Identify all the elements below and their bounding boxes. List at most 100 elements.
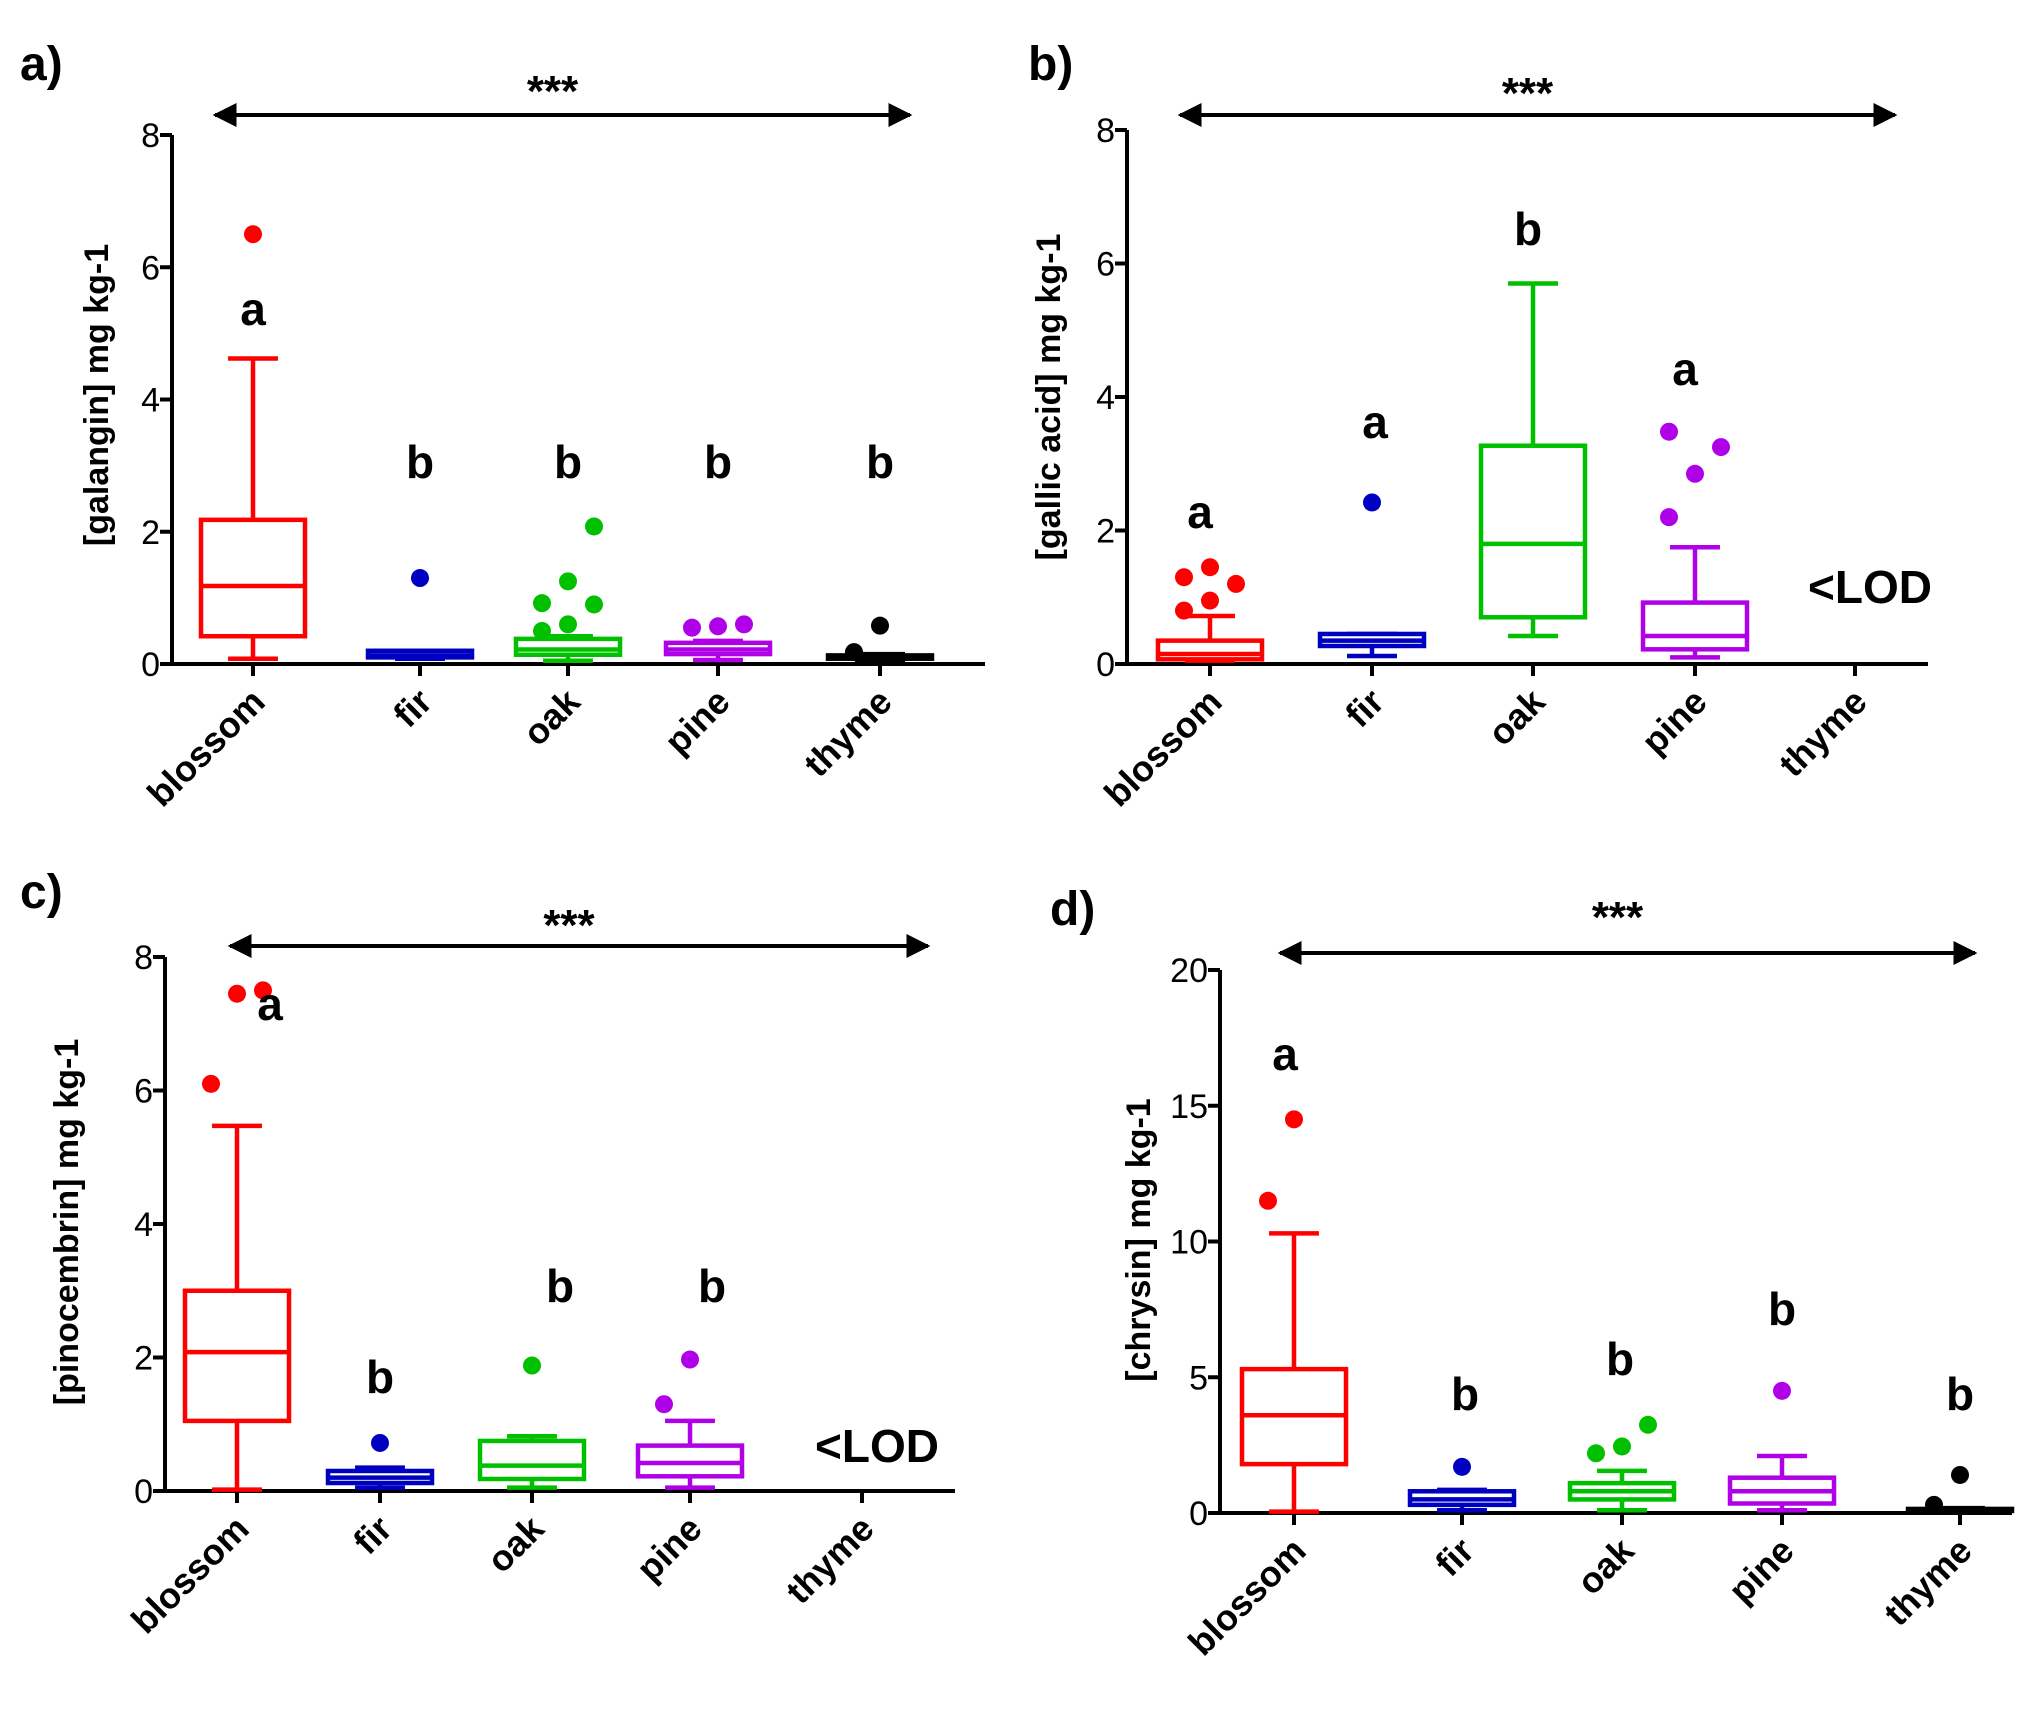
box-oak: b <box>1567 1333 1677 1513</box>
outlier-point <box>709 617 727 636</box>
outlier-point <box>1660 422 1678 441</box>
box-fir: b <box>1407 1368 1517 1513</box>
significance-stars: *** <box>1592 893 1644 942</box>
outlier-point <box>655 1395 673 1414</box>
chart-panel-b: b) 0 2 4 6 8 [gallic acid] mg kg-1 blossom fir oa… <box>1028 38 1932 814</box>
box-fir: a <box>1317 396 1427 659</box>
y-tick-label: 2 <box>141 514 160 552</box>
box-iqr <box>1155 638 1265 662</box>
group-letter: b <box>554 436 582 488</box>
outlier-point <box>411 569 429 588</box>
box-iqr <box>198 517 308 639</box>
outlier-point <box>1453 1457 1471 1476</box>
outlier-point <box>559 572 577 591</box>
group-letter: a <box>1272 1028 1298 1080</box>
significance-stars: *** <box>527 67 579 116</box>
y-tick-label: 4 <box>1096 379 1115 417</box>
y-tick-label: 0 <box>1096 646 1115 684</box>
y-tick-label: 0 <box>1189 1495 1208 1533</box>
box-blossom: a <box>198 225 308 661</box>
x-tick-label: oak <box>515 680 589 754</box>
y-tick-label: 2 <box>134 1340 153 1378</box>
y-tick-label: 8 <box>134 939 153 977</box>
outlier-point <box>533 621 551 640</box>
group-letter: a <box>240 283 266 335</box>
group-letter: a <box>1672 343 1698 395</box>
y-tick-label: 15 <box>1170 1088 1208 1126</box>
y-tick-label: 5 <box>1189 1359 1208 1397</box>
box-oak: b <box>513 436 623 663</box>
box-pine: b <box>635 1260 745 1490</box>
outlier-point <box>228 984 246 1003</box>
x-tick-label: blossom <box>139 681 273 815</box>
x-tick-label: thyme <box>1876 1530 1980 1634</box>
box-iqr <box>182 1288 292 1424</box>
x-tick-label: pine <box>1633 681 1714 762</box>
panel-label: a) <box>20 38 63 91</box>
y-axis-label: [galangin] mg kg-1 <box>78 244 116 546</box>
chart-panel-a: a) 0 2 4 6 8 [galangin] mg kg-1 blossom fir oak pi… <box>20 38 985 814</box>
group-letter: b <box>1606 1333 1634 1385</box>
x-tick-label: blossom <box>1180 1530 1314 1664</box>
x-tick-label: thyme <box>1771 681 1875 785</box>
chart-panel-c: c) 0 2 4 6 8 [pinocembrin] mg kg-1 blossom fir oa… <box>20 866 955 1641</box>
outlier-point <box>559 615 577 634</box>
panel-label: d) <box>1050 883 1095 936</box>
x-tick-label: fir <box>1337 681 1391 735</box>
y-axis-label: [gallic acid] mg kg-1 <box>1030 234 1068 561</box>
group-letter: b <box>1451 1368 1479 1420</box>
x-tick-label: thyme <box>778 1508 882 1612</box>
outlier-point <box>371 1433 389 1452</box>
box-pine: b <box>663 436 773 663</box>
y-tick-label: 8 <box>141 117 160 155</box>
x-tick-label: blossom <box>1096 681 1230 815</box>
group-letter: a <box>1187 486 1213 538</box>
outlier-point <box>1363 493 1381 512</box>
panel-label: c) <box>20 866 63 919</box>
group-letter: b <box>366 1351 394 1403</box>
y-tick-label: 0 <box>134 1473 153 1511</box>
lod-note: <LOD <box>1808 561 1932 613</box>
outlier-point <box>1201 558 1219 577</box>
group-letter: b <box>1946 1368 1974 1420</box>
outlier-point <box>1660 508 1678 527</box>
y-tick-label: 0 <box>141 646 160 684</box>
box-iqr <box>1640 600 1750 652</box>
outlier-point <box>254 981 272 1000</box>
box-fir: b <box>365 436 475 661</box>
box-blossom: a <box>182 978 292 1492</box>
x-tick-label: fir <box>385 681 439 735</box>
outlier-point <box>202 1074 220 1093</box>
outlier-point <box>523 1356 541 1375</box>
outlier-point <box>585 517 603 536</box>
outlier-point <box>1925 1495 1943 1514</box>
y-tick-label: 20 <box>1170 952 1208 990</box>
group-letter: b <box>406 436 434 488</box>
outlier-point <box>533 594 551 613</box>
x-tick-label: oak <box>479 1507 553 1581</box>
box-oak: b <box>477 1260 587 1490</box>
significance-stars: *** <box>543 901 595 950</box>
outlier-point <box>681 1350 699 1369</box>
outlier-point <box>1201 591 1219 610</box>
outlier-point <box>845 643 863 662</box>
group-letter: b <box>1514 203 1542 255</box>
x-tick-label: thyme <box>796 681 900 785</box>
x-tick-label: fir <box>345 1508 399 1562</box>
outlier-point <box>1175 568 1193 587</box>
box-thyme: b <box>1905 1368 2015 1514</box>
x-tick-label: fir <box>1427 1530 1481 1584</box>
outlier-point <box>735 615 753 634</box>
y-tick-label: 2 <box>1096 513 1115 551</box>
outlier-point <box>871 616 889 635</box>
y-tick-label: 4 <box>141 382 160 420</box>
x-tick-label: pine <box>656 681 737 762</box>
outlier-point <box>1227 574 1245 593</box>
y-axis-label: [pinocembrin] mg kg-1 <box>48 1039 86 1405</box>
box-oak: b <box>1478 203 1588 639</box>
box-fir: b <box>325 1351 435 1490</box>
outlier-point <box>1686 464 1704 483</box>
y-tick-label: 4 <box>134 1206 153 1244</box>
x-tick-label: oak <box>1569 1529 1643 1603</box>
